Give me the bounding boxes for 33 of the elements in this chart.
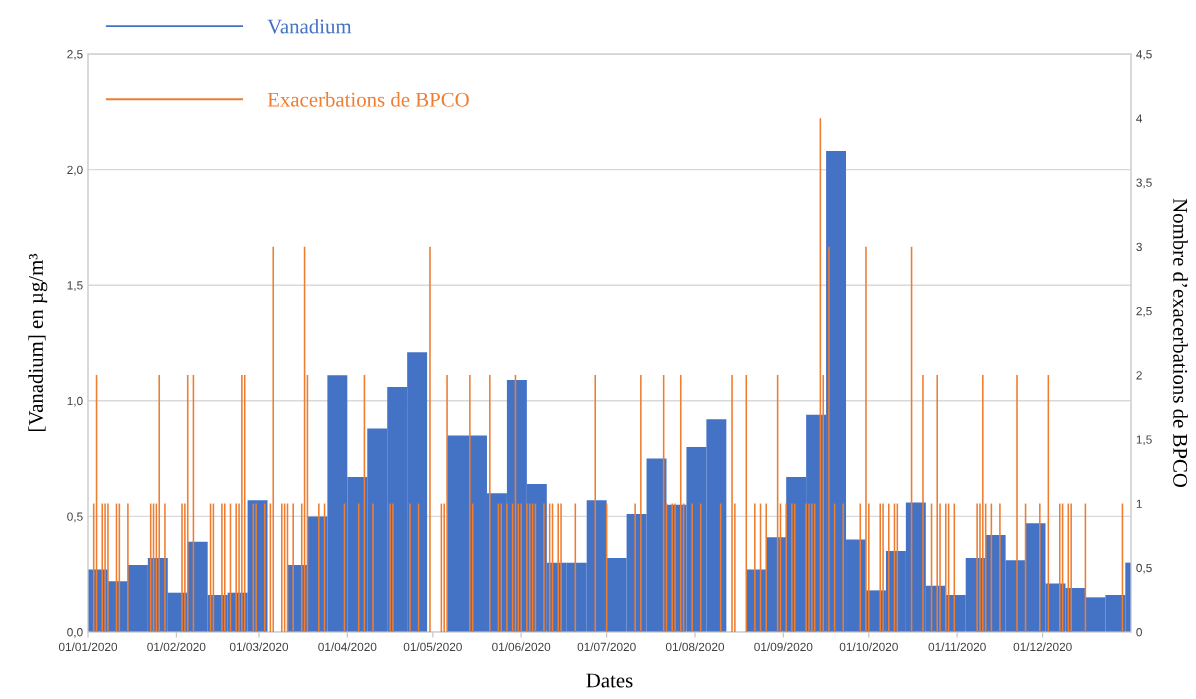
x-tick-label: 01/10/2020 bbox=[839, 642, 898, 652]
y2-tick-label: 3,5 bbox=[1136, 178, 1152, 189]
y2-tick-label: 1 bbox=[1136, 499, 1142, 508]
y-tick-label: 1,5 bbox=[67, 281, 83, 291]
y2-tick-label: 2,5 bbox=[1136, 306, 1152, 317]
y2-tick-label: 4,5 bbox=[1136, 50, 1152, 60]
y-axis-title: [Vanadium] en µg/m³ bbox=[28, 253, 48, 431]
y2-tick-label: 0 bbox=[1136, 628, 1142, 637]
y-tick-label: 2,0 bbox=[67, 165, 83, 176]
y2-axis-title: Nombre d’exacerbations de BPCO bbox=[1173, 198, 1188, 488]
text: Vanadium bbox=[267, 18, 352, 34]
y-tick-label: 0,5 bbox=[67, 512, 83, 523]
x-tick-label: 01/04/2020 bbox=[318, 642, 377, 652]
y2-tick-label: 0,5 bbox=[1136, 563, 1152, 574]
x-axis-title: Dates bbox=[586, 673, 633, 688]
x-tick-label: 01/03/2020 bbox=[229, 642, 289, 652]
x-tick-label: 01/02/2020 bbox=[147, 642, 206, 652]
y2-tick-label: 1,5 bbox=[1136, 435, 1152, 446]
y-tick-label: 2,5 bbox=[67, 50, 83, 60]
y2-tick-label: 2 bbox=[1136, 371, 1142, 380]
y-tick-label: 1,0 bbox=[67, 396, 83, 407]
x-tick-label: 01/05/2020 bbox=[403, 642, 462, 652]
x-tick-label: 01/11/2020 bbox=[928, 642, 986, 652]
x-tick-label: 01/12/2020 bbox=[1013, 642, 1072, 652]
x-tick-label: 01/08/2020 bbox=[665, 642, 725, 652]
y2-tick-label: 3 bbox=[1136, 242, 1142, 252]
x-tick-label: 01/07/2020 bbox=[577, 642, 636, 652]
x-tick-label: 01/06/2020 bbox=[492, 642, 551, 652]
y-tick-label: 0,0 bbox=[67, 628, 83, 638]
x-tick-label: 01/09/2020 bbox=[754, 642, 813, 652]
text: Exacerbations de BPCO bbox=[267, 92, 469, 107]
x-tick-label: 01/01/2020 bbox=[58, 642, 118, 652]
y2-tick-label: 4 bbox=[1136, 114, 1143, 123]
